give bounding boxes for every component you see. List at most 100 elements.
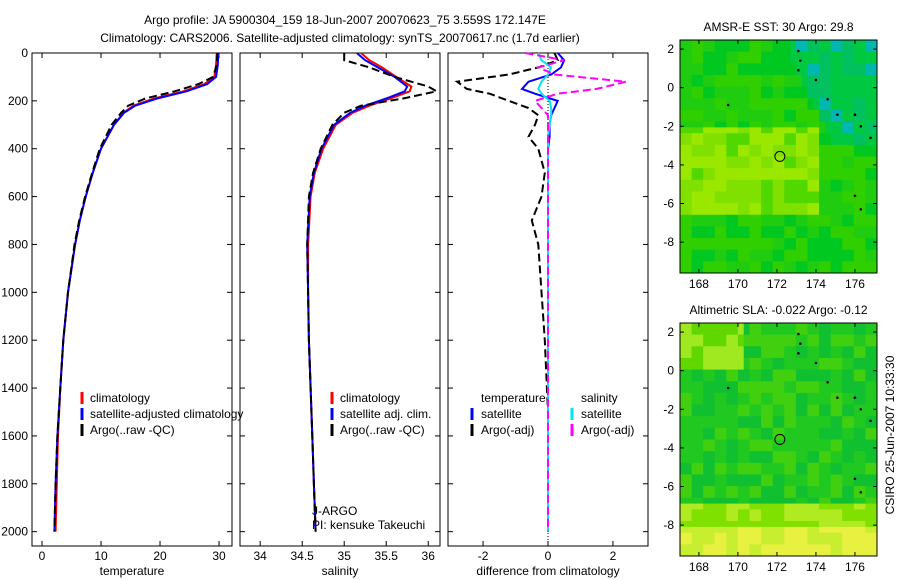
map-cell: [853, 515, 861, 522]
map-cell: [859, 398, 866, 406]
map-cell: [836, 509, 843, 516]
map-cell: [813, 121, 820, 128]
map-cell: [755, 162, 762, 169]
map-cell: [819, 226, 826, 233]
map-cell: [830, 497, 837, 505]
map-cell: [824, 267, 832, 274]
map-cell: [761, 544, 768, 551]
map-cell: [703, 63, 710, 70]
map-cell: [853, 363, 861, 371]
map-cell: [772, 104, 779, 111]
map-cell: [737, 416, 745, 423]
map-cell: [766, 185, 774, 192]
map-cell: [801, 550, 808, 557]
map-cell: [761, 162, 768, 169]
map-cell: [784, 416, 791, 423]
map-cell: [761, 474, 768, 481]
map-cell: [697, 369, 704, 376]
map-cell: [714, 334, 722, 341]
map-cell: [714, 387, 722, 394]
map-cell: [749, 243, 756, 251]
map-cell: [761, 51, 768, 58]
map-cell: [714, 328, 722, 336]
map-cell: [824, 40, 832, 47]
map-cell: [732, 255, 739, 262]
map-cell: [749, 503, 756, 510]
map-cell: [714, 526, 722, 534]
map-cell: [737, 261, 745, 268]
map-cell: [732, 328, 739, 336]
map-cell: [749, 267, 756, 274]
map-cell: [842, 168, 849, 175]
map-cell: [830, 156, 837, 163]
map-cell: [720, 139, 727, 146]
map-cell: [743, 243, 751, 251]
map-cell: [819, 357, 826, 365]
map-cell: [784, 480, 791, 487]
map-cell: [853, 133, 861, 140]
map-cell: [813, 144, 820, 152]
map-cell: [708, 369, 716, 376]
map-cell: [737, 179, 745, 187]
map-cell: [726, 98, 733, 105]
map-cell: [871, 515, 878, 522]
map-cell: [720, 323, 727, 330]
map-cell: [726, 375, 733, 382]
map-cell: [732, 121, 739, 128]
map-cell: [807, 387, 814, 394]
map-cell: [813, 197, 820, 204]
map-cell: [853, 173, 861, 181]
map-cell: [859, 162, 866, 169]
map-cell: [790, 255, 797, 262]
map-cell: [714, 80, 722, 88]
map-cell: [830, 404, 837, 411]
map-cell: [772, 468, 779, 475]
map-cell: [772, 191, 779, 198]
map-cell: [778, 404, 785, 411]
map-cell: [790, 427, 797, 435]
x-tick-label: 35.5: [375, 549, 399, 563]
map-cell: [853, 503, 861, 510]
map-cell: [761, 486, 768, 493]
map-cell: [865, 162, 872, 169]
map-cell: [755, 392, 762, 400]
map-cell: [848, 109, 855, 117]
map-cell: [813, 352, 820, 359]
map-cell: [691, 439, 698, 446]
map-cell: [743, 491, 751, 499]
map-cell: [848, 150, 855, 157]
map-cell: [755, 139, 762, 146]
map-cell: [772, 357, 779, 365]
map-cell: [859, 509, 866, 516]
map-cell: [790, 515, 797, 522]
map-cell: [830, 179, 837, 187]
map-cell: [691, 92, 698, 99]
map-cell: [813, 357, 820, 365]
map-cell: [830, 69, 837, 76]
map-cell: [848, 323, 855, 330]
map-cell: [836, 363, 843, 371]
map-cell: [714, 57, 722, 64]
map-cell: [703, 532, 710, 540]
map-cell: [848, 363, 855, 371]
map-cell: [703, 185, 710, 192]
map-cell: [732, 392, 739, 400]
map-cell: [703, 486, 710, 493]
map-cell: [732, 346, 739, 353]
map-cell: [720, 416, 727, 423]
map-cell: [790, 238, 797, 245]
map-cell: [807, 357, 814, 365]
map-cell: [865, 150, 872, 157]
map-cell: [749, 486, 756, 493]
map-cell: [732, 538, 739, 545]
map-cell: [807, 323, 814, 330]
map-cell: [737, 462, 745, 470]
map-cell: [790, 352, 797, 359]
map-cell: [737, 162, 745, 169]
map-cell: [790, 156, 797, 163]
map-cell: [737, 115, 745, 123]
map-cell: [761, 249, 768, 257]
map-cell: [772, 352, 779, 359]
map-cell: [790, 538, 797, 545]
map-cell: [708, 521, 716, 528]
